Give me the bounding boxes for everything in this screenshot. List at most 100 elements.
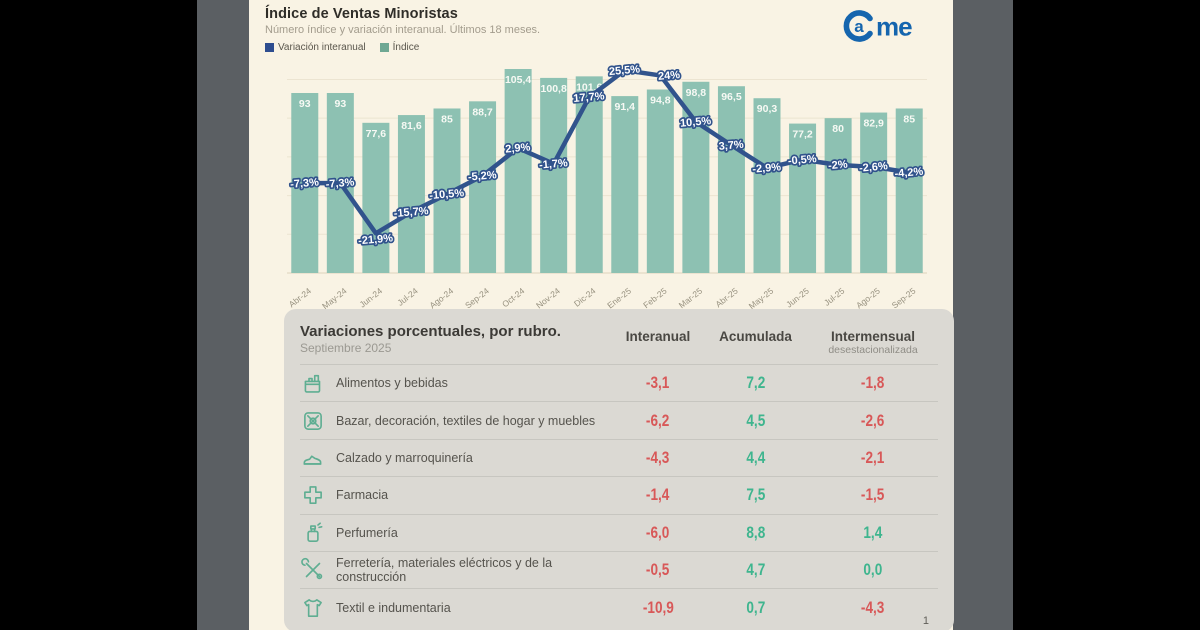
bar-value-label: 85 [441, 113, 453, 125]
bar-value-label: 77,2 [792, 129, 813, 141]
bar-value-label: 94,8 [650, 95, 671, 107]
table-row: Farmacia -1,4 7,5 -1,5 [300, 476, 938, 513]
line-value-label: -5,2% [467, 169, 497, 183]
retail-index-chart: 93 93 77,6 81,6 85 88,7 105,4 100,8 101,6 91,4 94,… [287, 55, 953, 311]
x-axis-label: Jun-25 [784, 286, 811, 310]
line-value-label: 10,5% [680, 115, 712, 130]
bar-value-label: 88,7 [472, 106, 493, 118]
row-label: Textil e indumentaria [336, 600, 451, 615]
value-acumulada: 7,2 [746, 373, 765, 393]
value-intermensual: -2,1 [861, 447, 885, 467]
line-value-label: -1,7% [539, 157, 569, 171]
line-value-label: 2,9% [505, 141, 531, 155]
bar-value-label: 93 [334, 98, 346, 110]
came-logo: a me [843, 8, 935, 47]
bar-value-label: 93 [299, 98, 311, 110]
value-interanual: -10,9 [642, 597, 674, 617]
index-bar [789, 123, 817, 273]
index-bar [717, 86, 745, 274]
x-axis-label: May-25 [747, 286, 776, 311]
value-acumulada: 4,7 [746, 560, 765, 580]
value-intermensual: -1,8 [861, 373, 885, 393]
legend-swatch-icon [265, 43, 274, 52]
variation-trend-line [302, 68, 912, 236]
row-label-cell: Calzado y marroquinería [300, 445, 613, 471]
value-intermensual: -4,3 [861, 597, 885, 617]
line-value-label: 24% [658, 69, 681, 83]
pdf-viewer-background: Índice de Ventas Minoristas Número índic… [197, 0, 1013, 630]
page-subtitle: Número índice y variación interanual. Úl… [265, 24, 541, 36]
bar-value-label: 82,9 [863, 118, 884, 130]
value-interanual: -4,3 [646, 447, 670, 467]
row-label-cell: Alimentos y bebidas [300, 370, 613, 396]
line-value-label: -0,5% [787, 153, 817, 167]
page-title: Índice de Ventas Minoristas [265, 6, 458, 22]
x-axis-label: Jul-24 [395, 286, 420, 308]
value-intermensual: 0,0 [863, 560, 883, 580]
came-logo-ring [843, 10, 873, 42]
value-interanual: -3,1 [646, 373, 670, 393]
x-axis-label: Abr-25 [713, 286, 739, 310]
bar-value-label: 91,4 [615, 101, 636, 113]
index-bar [646, 89, 674, 273]
line-value-label: -2% [828, 159, 849, 173]
x-axis-label: Ago-24 [427, 286, 455, 311]
line-value-label: 25,5% [608, 63, 640, 78]
column-header-intermensual: Intermensual desestacionalizada [808, 323, 938, 356]
table-row: Textil e indumentaria -10,9 0,7 -4,3 [300, 588, 938, 625]
index-bar [362, 122, 390, 273]
tshirt-icon [300, 595, 326, 621]
tools-icon [300, 557, 326, 583]
index-bar [397, 115, 425, 273]
row-label-cell: Perfumería [300, 520, 613, 546]
index-bar [469, 101, 497, 273]
x-axis-label: Ene-25 [605, 286, 633, 311]
table-title: Variaciones porcentuales, por rubro. [300, 323, 561, 340]
row-label-cell: Farmacia [300, 482, 613, 508]
value-intermensual: -1,5 [861, 485, 885, 505]
row-label: Farmacia [336, 488, 389, 503]
decor-icon [300, 408, 326, 434]
category-table-panel: Variaciones porcentuales, por rubro. Sep… [284, 309, 954, 630]
table-row: Perfumería -6,0 8,8 1,4 [300, 513, 938, 551]
document-page: Índice de Ventas Minoristas Número índic… [249, 0, 954, 630]
table-body: Alimentos y bebidas -3,1 7,2 -1,8 Bazar, dec… [300, 364, 938, 626]
x-axis-label: Mar-25 [677, 286, 705, 311]
index-bar [824, 118, 852, 273]
line-value-label: -2,9% [752, 161, 782, 175]
line-value-label: -7,3% [290, 176, 320, 190]
value-acumulada: 0,7 [746, 597, 765, 617]
value-interanual: -6,2 [646, 410, 670, 430]
bar-value-label: 81,6 [401, 120, 422, 132]
pharmacy-cross-icon [300, 482, 326, 508]
x-axis-label: Abr-24 [287, 286, 313, 310]
page-number: 1 [922, 615, 929, 627]
value-interanual: -0,5 [646, 560, 670, 580]
value-intermensual: 1,4 [863, 522, 883, 542]
row-label-cell: Ferretería, materiales eléctricos y de l… [300, 556, 613, 584]
index-bar [753, 98, 781, 274]
table-row: Alimentos y bebidas -3,1 7,2 -1,8 [300, 364, 938, 401]
value-interanual: -6,0 [646, 522, 670, 542]
bar-value-label: 100,8 [541, 83, 567, 95]
line-value-label: -7,3% [325, 176, 355, 190]
line-value-label: -10,5% [429, 187, 465, 202]
row-label: Bazar, decoración, textiles de hogar y m… [336, 413, 596, 428]
legend-item-1: Índice [379, 42, 419, 53]
shoe-icon [300, 445, 326, 471]
value-intermensual: -2,6 [861, 410, 885, 430]
table-row: Ferretería, materiales eléctricos y de l… [300, 550, 938, 588]
row-label: Perfumería [336, 525, 398, 540]
line-value-label: 17,7% [573, 90, 605, 105]
index-bar [540, 77, 568, 273]
row-label-cell: Textil e indumentaria [300, 595, 613, 621]
line-value-label: -2,6% [859, 160, 889, 174]
value-acumulada: 4,5 [746, 410, 765, 430]
x-axis-label: May-24 [320, 286, 349, 311]
index-bar [895, 108, 923, 273]
x-axis-label: Sep-25 [890, 286, 918, 311]
value-acumulada: 4,4 [746, 447, 765, 467]
table-row: Bazar, decoración, textiles de hogar y m… [300, 401, 938, 438]
line-value-label: 3,7% [718, 139, 744, 153]
